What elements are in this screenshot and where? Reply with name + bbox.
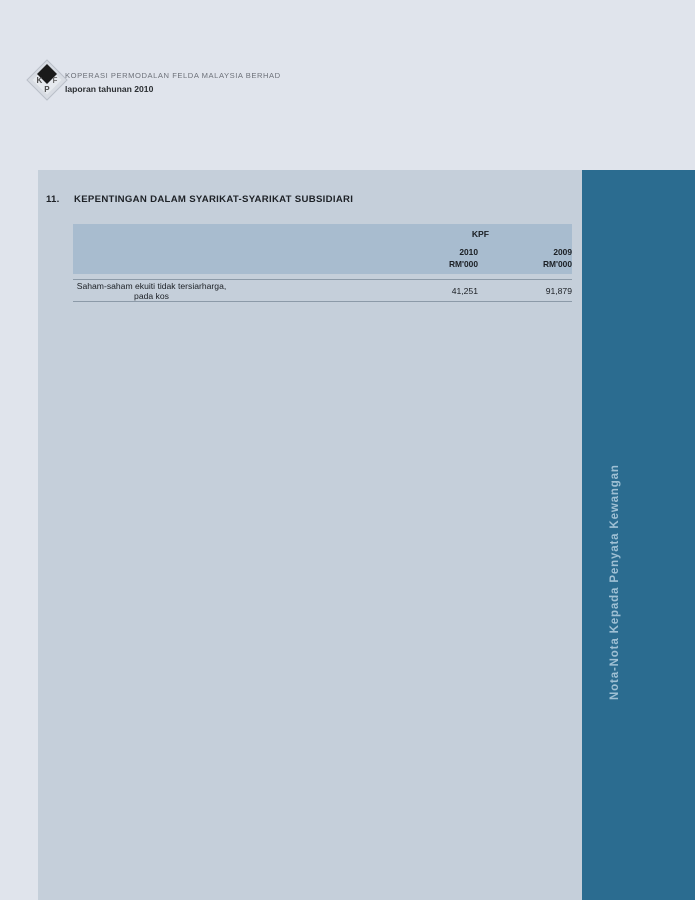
organisation-name: KOPERASI PERMODALAN FELDA MALAYSIA BERHA… [65,71,281,80]
svg-text:P: P [44,85,50,94]
note-number: 11. [46,194,60,205]
svg-text:K: K [37,76,43,85]
row-value-2009: 91,879 [545,285,572,296]
brand-block: KOPERASI PERMODALAN FELDA MALAYSIA BERHA… [65,70,281,96]
report-title: laporan tahunan 2010 [65,83,281,96]
report-label: laporan tahunan [65,84,135,94]
table-row: Saham-saham ekuiti tidak tersiarharga, p… [73,280,572,301]
column-year-2009: 2009 [553,247,572,257]
table-rule-top [73,279,572,280]
column-unit-2009: RM'000 [543,259,572,269]
note-heading: 11. KEPENTINGAN DALAM SYARIKAT-SYARIKAT … [46,194,353,205]
note-title: KEPENTINGAN DALAM SYARIKAT-SYARIKAT SUBS… [74,194,354,205]
column-header-2009: 2009 RM'000 [494,246,572,270]
svg-text:F: F [53,76,58,85]
row-label: Saham-saham ekuiti tidak tersiarharga, p… [76,280,227,301]
table-group-header: KPF [471,229,489,239]
report-year: 2010 [134,84,154,94]
column-year-2010: 2010 [459,247,478,257]
sidebar-section-label: Nota-Nota Kepada Penyata Kewangan [609,464,621,700]
subsidiaries-table: KPF 2010 RM'000 2009 RM'000 Saham-saham … [73,224,572,302]
kpf-diamond-logo-icon: K F P [26,59,68,101]
table-column-headers: 2010 RM'000 2009 RM'000 [73,246,572,270]
column-header-2010: 2010 RM'000 [400,246,478,270]
table-header-band: KPF 2010 RM'000 2009 RM'000 [73,224,572,274]
page-masthead: K F P KOPERASI PERMODALAN FELDA MALAYSIA… [0,0,695,170]
content-panel [38,170,582,900]
table-rule-bottom [73,301,572,302]
row-value-2010: 41,251 [451,285,478,296]
section-sidebar: Nota-Nota Kepada Penyata Kewangan 112 [582,170,695,900]
column-unit-2010: RM'000 [449,259,478,269]
